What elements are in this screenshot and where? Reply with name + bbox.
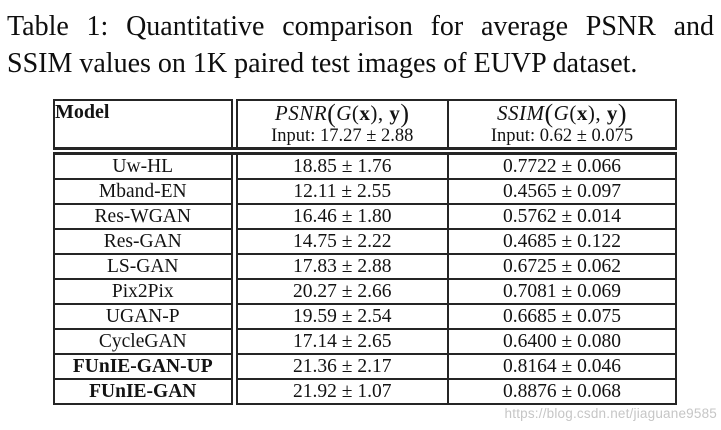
math-token: ( [544,100,554,128]
ssim-value: 0.4565 ± 0.097 [447,178,677,205]
math-token: PSNR [274,101,328,125]
ssim-value: 0.6685 ± 0.075 [447,303,677,330]
model-name: FUnIE-GAN [53,378,238,405]
math-token: y [606,101,618,125]
caption-line-1: Table 1: Quantitative comparison for ave… [7,11,714,42]
watermark: https://blog.csdn.net/jiaguane9585 [504,406,717,421]
results-table-header: Model PSNR(G(x), y) Input: 17.27 ± 2.88 … [53,99,677,155]
math-token: SSIM [496,101,545,125]
psnr-input-baseline: Input: 17.27 ± 2.88 [271,126,414,146]
model-name: CycleGAN [53,328,238,355]
results-table-body: Uw-HL 18.85 ± 1.76 0.7722 ± 0.066 Mband-EN 1… [53,150,677,405]
ssim-value: 0.4685 ± 0.122 [447,228,677,255]
math-token: G [553,101,570,125]
math-token: x [359,101,371,125]
model-name: UGAN-P [53,303,238,330]
table-row: Mband-EN 12.11 ± 2.55 0.4565 ± 0.097 [53,178,677,205]
psnr-value: 16.46 ± 1.80 [233,203,449,230]
model-name: Uw-HL [53,150,238,180]
table-row: Res-GAN 14.75 ± 2.22 0.4685 ± 0.122 [53,228,677,255]
table-row: Uw-HL 18.85 ± 1.76 0.7722 ± 0.066 [53,150,677,180]
model-name: Pix2Pix [53,278,238,305]
math-token: ( [351,101,360,125]
psnr-value: 12.11 ± 2.55 [233,178,449,205]
math-token: ) [370,101,378,125]
math-token: , [377,101,390,125]
math-token: ( [569,101,577,125]
caption-line-2: SSIM values on 1K paired test images of … [7,48,638,79]
model-name: Mband-EN [53,178,238,205]
psnr-value: 21.92 ± 1.07 [233,378,449,405]
math-token: y [389,101,401,125]
math-token: ) [400,100,410,128]
ssim-value: 0.8164 ± 0.046 [447,353,677,380]
math-token: G [336,101,352,125]
ssim-value: 0.5762 ± 0.014 [447,203,677,230]
table-row: CycleGAN 17.14 ± 2.65 0.6400 ± 0.080 [53,328,677,355]
psnr-value: 17.14 ± 2.65 [233,328,449,355]
psnr-value: 20.27 ± 2.66 [233,278,449,305]
col-header-psnr: PSNR(G(x), y) Input: 17.27 ± 2.88 [233,99,449,155]
ssim-value: 0.8876 ± 0.068 [447,378,677,405]
model-name: LS-GAN [53,253,238,280]
psnr-value: 19.59 ± 2.54 [233,303,449,330]
model-name: Res-GAN [53,228,238,255]
model-name: Res-WGAN [53,203,238,230]
col-header-model: Model [53,99,238,155]
ssim-input-baseline: Input: 0.62 ± 0.075 [490,126,634,146]
ssim-value: 0.7081 ± 0.069 [447,278,677,305]
table-row: FUnIE-GAN 21.92 ± 1.07 0.8876 ± 0.068 [53,378,677,405]
header-row: Model PSNR(G(x), y) Input: 17.27 ± 2.88 … [53,99,677,155]
psnr-value: 18.85 ± 1.76 [233,150,449,180]
ssim-math-expression: SSIM(G(x), y) [450,100,674,128]
ssim-value: 0.7722 ± 0.066 [447,150,677,180]
math-token: ) [617,100,627,128]
model-name: FUnIE-GAN-UP [53,353,238,380]
psnr-math-expression: PSNR(G(x), y) [238,100,447,128]
ssim-value: 0.6400 ± 0.080 [447,328,677,355]
math-token: , [595,101,607,125]
results-table: Model PSNR(G(x), y) Input: 17.27 ± 2.88 … [53,99,677,405]
ssim-value: 0.6725 ± 0.062 [447,253,677,280]
table-row: UGAN-P 19.59 ± 2.54 0.6685 ± 0.075 [53,303,677,330]
math-token: x [576,101,588,125]
psnr-value: 21.36 ± 2.17 [233,353,449,380]
psnr-value: 17.83 ± 2.88 [233,253,449,280]
table-row: FUnIE-GAN-UP 21.36 ± 2.17 0.8164 ± 0.046 [53,353,677,380]
psnr-value: 14.75 ± 2.22 [233,228,449,255]
table-caption: Table 1: Quantitative comparison for ave… [7,8,714,82]
col-header-ssim: SSIM(G(x), y) Input: 0.62 ± 0.075 [447,99,677,155]
table-row: LS-GAN 17.83 ± 2.88 0.6725 ± 0.062 [53,253,677,280]
table-row: Pix2Pix 20.27 ± 2.66 0.7081 ± 0.069 [53,278,677,305]
math-token: ( [327,100,337,128]
math-token: ) [587,101,596,125]
table-row: Res-WGAN 16.46 ± 1.80 0.5762 ± 0.014 [53,203,677,230]
